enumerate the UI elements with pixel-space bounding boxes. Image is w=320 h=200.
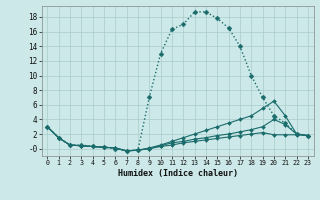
X-axis label: Humidex (Indice chaleur): Humidex (Indice chaleur) bbox=[118, 169, 237, 178]
